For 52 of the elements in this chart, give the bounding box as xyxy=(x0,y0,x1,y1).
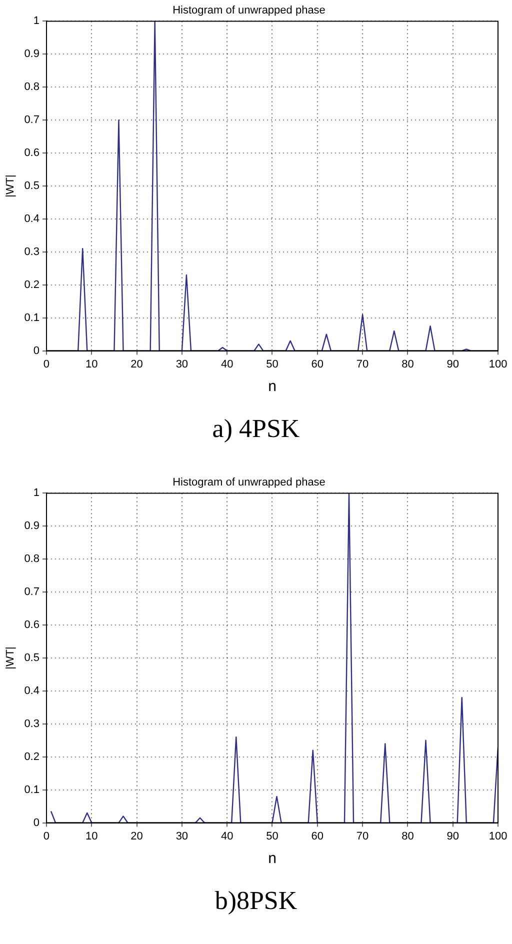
y-tick-label: 0.4 xyxy=(24,212,40,225)
x-tick-label: 90 xyxy=(446,830,459,842)
y-tick-label: 0.8 xyxy=(24,81,40,94)
y-tick-label: 0 xyxy=(33,816,40,829)
chart-title: Histogram of unwrapped phase xyxy=(172,476,326,489)
text: a) 4PSK xyxy=(211,414,301,444)
x-tick-label: 100 xyxy=(488,358,508,370)
x-tick-label: 20 xyxy=(130,358,143,370)
y-tick-label: 0.3 xyxy=(24,718,40,730)
x-tick-label: 10 xyxy=(86,830,98,842)
x-tick-label: 50 xyxy=(266,358,278,370)
y-tick-label: 0.8 xyxy=(24,553,40,566)
x-tick-label: 30 xyxy=(176,358,188,370)
y-tick-label: 0.5 xyxy=(24,652,40,664)
x-tick-label: 10 xyxy=(86,358,98,370)
x-tick-label: 90 xyxy=(446,358,459,370)
y-tick-label: 0.2 xyxy=(24,750,40,763)
y-tick-label: 0.6 xyxy=(24,147,40,160)
x-tick-label: 50 xyxy=(266,830,278,842)
y-tick-label: 1 xyxy=(33,15,40,28)
x-tick-label: 80 xyxy=(402,358,414,370)
x-tick-label: 40 xyxy=(220,358,234,370)
y-tick-label: 0.6 xyxy=(24,619,40,632)
y-tick-label: 0.1 xyxy=(24,312,40,324)
x-tick-label: 100 xyxy=(488,830,508,842)
x-tick-label: 20 xyxy=(130,830,143,842)
x-axis-title: n xyxy=(268,850,276,868)
y-tick-label: 0.5 xyxy=(24,180,40,192)
x-tick-label: 60 xyxy=(311,358,324,370)
y-tick-label: 0.7 xyxy=(24,114,40,126)
x-tick-label: 0 xyxy=(43,830,50,842)
y-tick-label: 0.1 xyxy=(24,784,40,796)
x-tick-label: 60 xyxy=(311,830,324,842)
text: b)8PSK xyxy=(214,886,298,916)
y-tick-label: 0.7 xyxy=(24,586,40,598)
x-tick-label: 30 xyxy=(176,830,188,842)
x-tick-label: 80 xyxy=(402,830,414,842)
y-tick-label: 1 xyxy=(33,487,40,500)
y-axis-title: |WT| xyxy=(4,646,17,670)
chart-title: Histogram of unwrapped phase xyxy=(172,4,326,17)
y-axis-title: |WT| xyxy=(4,174,17,198)
x-tick-label: 0 xyxy=(43,358,50,370)
x-tick-label: 70 xyxy=(356,358,369,370)
x-axis-title: n xyxy=(268,378,276,396)
y-tick-label: 0.9 xyxy=(24,48,40,60)
y-tick-label: 0.3 xyxy=(24,246,40,258)
y-tick-label: 0.9 xyxy=(24,520,40,532)
y-tick-label: 0 xyxy=(33,344,40,357)
y-tick-label: 0.2 xyxy=(24,278,40,291)
x-tick-label: 40 xyxy=(220,830,234,842)
y-tick-label: 0.4 xyxy=(24,684,40,697)
x-tick-label: 70 xyxy=(356,830,369,842)
